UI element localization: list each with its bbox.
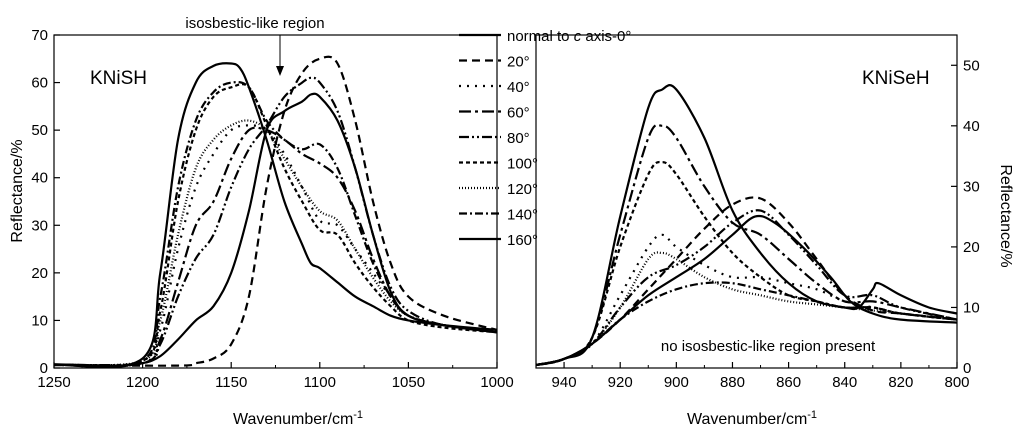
left-series-group: [54, 55, 497, 368]
left-y-tick-label: 60: [31, 75, 48, 92]
legend-label-3: 60°: [507, 105, 530, 122]
legend-label-6: 120°: [507, 181, 538, 198]
left-xlabel: Wavenumber/cm-1: [233, 409, 363, 428]
left-series-line-8: [54, 62, 497, 368]
right-annotation: no isosbestic-like region present: [661, 338, 876, 355]
annotation-arrow-head: [276, 66, 284, 76]
right-xlabel: Wavenumber/cm-1: [687, 409, 817, 428]
right-y-tick-label: 30: [963, 178, 980, 195]
right-y-tick-label: 20: [963, 239, 980, 256]
left-y-tick-label: 10: [31, 312, 48, 329]
left-xlabel-sup: -1: [353, 409, 363, 421]
left-y-tick-label: 70: [31, 27, 48, 44]
legend-label-4: 80°: [507, 130, 530, 147]
left-y-tick-label: 30: [31, 217, 48, 234]
left-ylabel: Reflectance/%: [9, 139, 26, 242]
left-series-line-1: [54, 55, 497, 367]
legend-label-7: 140°: [507, 207, 538, 224]
right-x-tick-label: 880: [720, 374, 745, 391]
legend: normal to c axis-0° 20° 40° 60° 80° 100° 120° 1…: [459, 28, 631, 249]
right-x-tick-label: 860: [776, 374, 801, 391]
legend-label-0: normal to c axis-0°: [507, 28, 631, 45]
right-x-tick-label: 920: [608, 374, 633, 391]
left-x-tick-label: 1050: [392, 374, 425, 391]
right-plot-frame: [535, 34, 958, 369]
right-x-tick-label: 840: [832, 374, 857, 391]
right-ylabel: Reflectance/%: [997, 164, 1014, 267]
right-series-line-6: [536, 251, 957, 367]
left-series-line-4: [54, 76, 497, 367]
left-xlabel-text: Wavenumber/cm: [233, 411, 353, 428]
right-series-line-7: [536, 281, 957, 367]
left-x-tick-label: 1250: [37, 374, 70, 391]
left-series-line-7: [54, 80, 497, 368]
right-xlabel-sup: -1: [807, 409, 817, 421]
legend-label-5: 100°: [507, 156, 538, 173]
legend-label-8: 160°: [507, 232, 538, 249]
right-x-tick-label: 800: [944, 374, 969, 391]
left-series-line-2: [54, 124, 497, 368]
right-series-line-8: [536, 84, 957, 367]
right-panel-label: KNiSeH: [862, 68, 930, 89]
right-series-line-5: [536, 160, 957, 367]
left-x-tick-label: 1150: [215, 374, 247, 391]
left-series-line-5: [54, 83, 497, 367]
left-y-tick-label: 50: [31, 122, 48, 139]
left-x-tick-label: 1000: [480, 374, 513, 391]
right-series-line-3: [536, 123, 957, 367]
left-y-tick-label: 0: [40, 360, 48, 377]
left-series-line-6: [54, 119, 497, 367]
legend-label-1: 20°: [507, 54, 530, 71]
right-y-tick-label: 0: [963, 360, 971, 377]
left-x-tick-label: 1100: [304, 374, 336, 391]
right-y-tick-label: 10: [963, 299, 980, 316]
left-x-tick-label: 1200: [126, 374, 159, 391]
right-xlabel-text: Wavenumber/cm: [687, 411, 807, 428]
legend-label-2: 40°: [507, 79, 530, 96]
right-x-tick-label: 820: [888, 374, 913, 391]
right-x-tick-label: 900: [664, 374, 689, 391]
left-y-tick-label: 20: [31, 265, 48, 282]
left-series-line-3: [54, 126, 497, 367]
right-y-tick-label: 50: [963, 57, 980, 74]
left-annotation: isosbestic-like region: [185, 15, 324, 32]
right-x-tick-label: 940: [552, 374, 577, 391]
right-y-tick-label: 40: [963, 118, 980, 135]
left-series-line-0: [54, 92, 497, 367]
left-panel-label: KNiSH: [90, 68, 147, 89]
right-series-line-4: [536, 209, 957, 367]
left-y-tick-label: 40: [31, 170, 48, 187]
right-series-group: [536, 84, 957, 367]
